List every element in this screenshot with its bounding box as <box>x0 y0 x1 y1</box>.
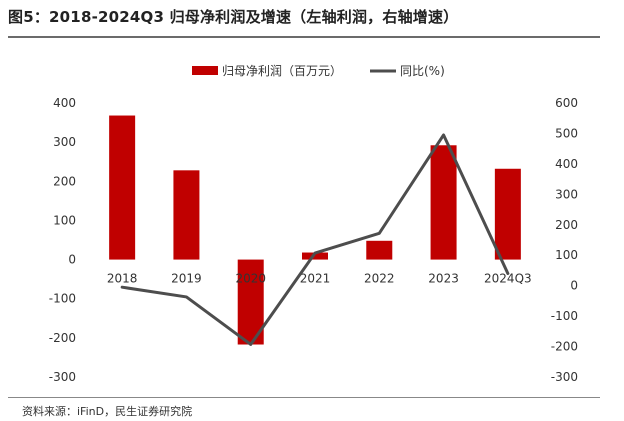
left-axis-tick: 200 <box>53 174 76 188</box>
right-axis-tick: 600 <box>555 96 578 110</box>
right-axis-tick: 100 <box>555 248 578 262</box>
category-label: 2023 <box>428 272 459 286</box>
right-axis-tick: 300 <box>555 187 578 201</box>
left-axis-tick: 0 <box>68 253 76 267</box>
legend-line-label: 同比(%) <box>400 64 445 78</box>
legend-bar-label: 归母净利润（百万元） <box>222 64 342 78</box>
right-axis-tick: -200 <box>551 340 578 354</box>
category-label: 2021 <box>300 272 331 286</box>
chart-title: 图5：2018-2024Q3 归母净利润及增速（左轴利润，右轴增速） <box>8 8 459 26</box>
left-axis-tick: -100 <box>49 292 76 306</box>
category-label: 2019 <box>171 272 202 286</box>
right-axis-tick: 400 <box>555 157 578 171</box>
profit-bar <box>109 115 136 260</box>
left-axis-tick: -300 <box>49 370 76 384</box>
footer-divider <box>8 397 600 398</box>
left-axis-tick: 400 <box>53 96 76 110</box>
right-axis-tick: -300 <box>551 370 578 384</box>
category-label: 2024Q3 <box>484 272 532 286</box>
profit-bar <box>430 145 457 260</box>
title-divider <box>8 36 600 38</box>
left-axis-tick: 100 <box>53 213 76 227</box>
right-axis-tick: 0 <box>570 279 578 293</box>
category-label: 2018 <box>107 272 138 286</box>
source-note: 资料来源：iFinD，民生证券研究院 <box>22 405 193 418</box>
category-label: 2022 <box>364 272 395 286</box>
growth-line <box>120 133 510 346</box>
left-axis-tick: -200 <box>49 331 76 345</box>
left-axis-tick: 300 <box>53 135 76 149</box>
right-axis-tick: -100 <box>551 309 578 323</box>
profit-bar <box>173 170 200 260</box>
legend-bar-swatch <box>192 66 218 75</box>
category-label: 2020 <box>235 272 266 286</box>
right-axis-tick: 500 <box>555 126 578 140</box>
profit-bar <box>302 252 328 260</box>
profit-bar <box>494 168 521 260</box>
profit-bar <box>366 240 393 260</box>
right-axis-tick: 200 <box>555 218 578 232</box>
